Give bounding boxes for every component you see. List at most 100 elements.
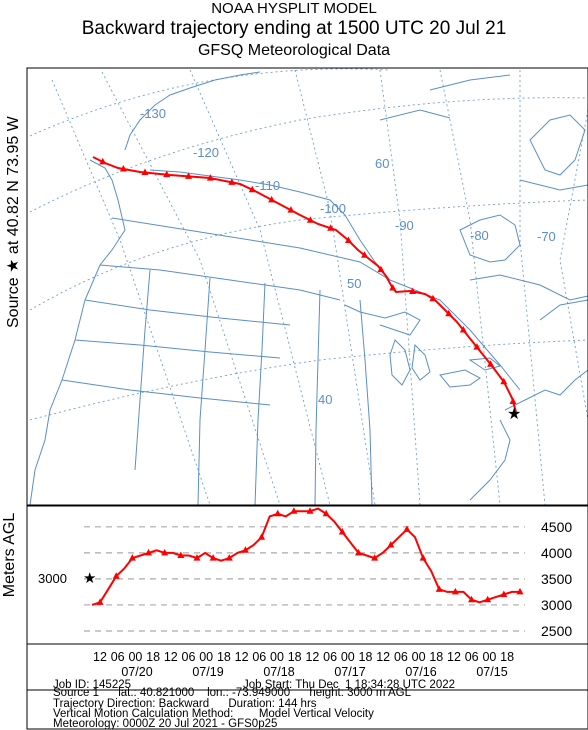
height-marker bbox=[241, 546, 249, 553]
trajectory-marker bbox=[141, 168, 149, 175]
height-marker bbox=[451, 587, 459, 595]
graticule bbox=[29, 68, 588, 506]
date-label: 07/17 bbox=[334, 665, 365, 679]
hour-tick-label: 06 bbox=[323, 650, 337, 664]
height-marker bbox=[193, 554, 201, 561]
height-marker bbox=[484, 595, 492, 603]
height-marker bbox=[96, 598, 104, 605]
height-marker bbox=[322, 509, 330, 517]
hour-tick-label: 12 bbox=[305, 650, 319, 664]
trajectory-title: Backward trajectory ending at 1500 UTC 2… bbox=[81, 18, 507, 39]
height-marker bbox=[112, 572, 120, 579]
trajectory-marker bbox=[248, 185, 256, 193]
time-axis-panel: 12 06 00 18 12 06 00 18 12 06 00 18 12 06 00 18 12 06 00 18… bbox=[26, 643, 588, 691]
height-tick-label: 3000 bbox=[541, 597, 572, 613]
height-marker bbox=[290, 507, 298, 514]
lon-label-110: -110 bbox=[255, 178, 280, 193]
date-label: 07/15 bbox=[476, 665, 507, 679]
trajectory-marker bbox=[377, 265, 385, 273]
height-marker bbox=[419, 554, 427, 561]
hour-tick-label: 00 bbox=[128, 650, 142, 664]
hour-tick-label: 18 bbox=[359, 650, 373, 664]
hour-tick-label: 18 bbox=[217, 650, 231, 664]
trajectory-marker bbox=[389, 283, 397, 291]
hour-tick-label: 06 bbox=[252, 650, 266, 664]
trajectory-marker bbox=[445, 309, 453, 317]
trajectory-marker bbox=[429, 294, 437, 302]
height-marker bbox=[177, 551, 185, 558]
hour-tick-label: 12 bbox=[164, 650, 178, 664]
height-marker bbox=[274, 509, 282, 517]
height-marker bbox=[145, 548, 153, 556]
vertical-motion: Vertical Motion Calculation Method: Mode… bbox=[53, 708, 374, 720]
lat-label-40: 40 bbox=[318, 392, 332, 407]
trajectory-marker bbox=[473, 343, 481, 350]
height-tick-label: 3500 bbox=[541, 571, 572, 587]
trajectory-marker bbox=[487, 360, 495, 367]
trajectory-map: -130 -120 -110 -100 -90 -80 -70 60 50 40… bbox=[26, 67, 588, 506]
height-markers bbox=[96, 507, 524, 605]
hour-tick-label: 06 bbox=[111, 650, 125, 664]
date-labels: 07/20 07/19 07/18 07/17 07/16 07/15 bbox=[121, 665, 507, 679]
job-start: Job Start: Thu Dec 1 18:34:28 UTC 2022 bbox=[243, 679, 456, 691]
height-panel: 4500 4000 3500 3000 2500 3000 ★ bbox=[26, 505, 588, 645]
height-marker bbox=[435, 585, 443, 592]
hour-tick-label: 06 bbox=[394, 650, 408, 664]
height-marker bbox=[371, 554, 379, 561]
height-marker bbox=[161, 548, 169, 556]
height-marker bbox=[258, 533, 266, 540]
trajectory-marker bbox=[228, 178, 236, 185]
source-star-icon: ★ bbox=[507, 406, 521, 423]
height-marker bbox=[516, 587, 524, 595]
map-outlines bbox=[29, 71, 588, 506]
hour-tick-label: 18 bbox=[146, 650, 160, 664]
time-frame bbox=[26, 643, 588, 691]
source-info: Source 1 lat.: 40.821000 lon.: -73.94900… bbox=[53, 687, 412, 699]
trajectory-marker bbox=[509, 397, 517, 404]
height-marker bbox=[209, 554, 217, 561]
height-tick-label: 4000 bbox=[541, 545, 572, 561]
height-marker bbox=[387, 541, 395, 548]
date-label: 07/20 bbox=[121, 665, 152, 679]
lon-label-80: -80 bbox=[470, 228, 489, 243]
trajectory-marker bbox=[163, 170, 171, 178]
meteorology-title: GFSQ Meteorological Data bbox=[197, 42, 391, 59]
date-label: 07/16 bbox=[405, 665, 436, 679]
hour-tick-label: 06 bbox=[182, 650, 196, 664]
hour-tick-label: 00 bbox=[412, 650, 426, 664]
job-id: Job ID: 145225 bbox=[53, 679, 132, 691]
info-frame bbox=[26, 689, 588, 730]
height-tick-labels: 4500 4000 3500 3000 2500 bbox=[541, 519, 572, 639]
trajectory-marker bbox=[119, 164, 127, 172]
hour-tick-label: 12 bbox=[447, 650, 461, 664]
hour-tick-label: 18 bbox=[288, 650, 302, 664]
meteorology-info: Meteorology: 0000Z 20 Jul 2021 - GFS0p25 bbox=[53, 718, 278, 730]
height-marker bbox=[338, 528, 346, 535]
map-frame bbox=[26, 67, 588, 506]
trajectory-marker bbox=[306, 216, 314, 223]
height-gridlines bbox=[84, 526, 525, 632]
lat-label-60: 60 bbox=[375, 156, 389, 171]
lat-label-50: 50 bbox=[347, 276, 361, 291]
trajectory-marker bbox=[287, 206, 295, 213]
height-marker bbox=[468, 595, 476, 603]
height-tick-label: 2500 bbox=[541, 623, 572, 639]
trajectory-marker bbox=[344, 236, 352, 243]
height-marker bbox=[403, 525, 411, 532]
height-marker bbox=[306, 507, 314, 514]
hour-tick-label: 00 bbox=[341, 650, 355, 664]
model-title: NOAA HYSPLIT MODEL bbox=[211, 0, 377, 17]
height-source-star-icon: ★ bbox=[83, 570, 96, 587]
hour-tick-label: 00 bbox=[199, 650, 213, 664]
trajectory-marker bbox=[268, 195, 276, 203]
trajectory-marker bbox=[185, 172, 193, 179]
trajectory-marker bbox=[409, 287, 417, 295]
hour-tick-label: 06 bbox=[465, 650, 479, 664]
hour-tick-label: 12 bbox=[93, 650, 107, 664]
date-label: 07/18 bbox=[263, 665, 294, 679]
lon-label-130: -130 bbox=[140, 106, 166, 121]
date-label: 07/19 bbox=[192, 665, 223, 679]
height-marker bbox=[225, 554, 233, 561]
hour-tick-label: 18 bbox=[429, 650, 443, 664]
